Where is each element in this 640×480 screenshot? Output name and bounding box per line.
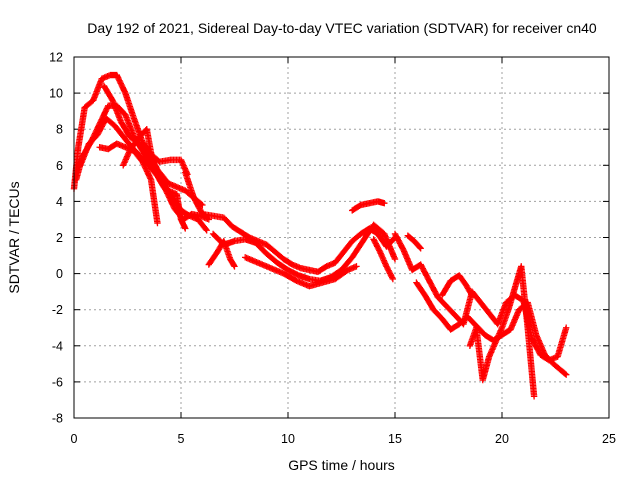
y-tick-label: -6 bbox=[52, 375, 63, 389]
y-tick-label: -8 bbox=[52, 412, 63, 426]
y-tick-label: 2 bbox=[56, 231, 63, 245]
y-tick-label: 6 bbox=[56, 159, 63, 173]
plus-markers bbox=[349, 198, 388, 214]
x-tick-label: 20 bbox=[495, 432, 509, 446]
series-track-12 bbox=[370, 236, 397, 283]
x-axis-label: GPS time / hours bbox=[288, 457, 395, 473]
x-tick-label: 15 bbox=[388, 432, 402, 446]
data-points bbox=[70, 71, 570, 400]
plus-markers bbox=[242, 254, 360, 290]
y-tick-label: -4 bbox=[52, 339, 63, 353]
x-tick-label: 5 bbox=[178, 432, 185, 446]
series-track-11 bbox=[349, 198, 388, 214]
y-tick-label: 12 bbox=[49, 51, 63, 65]
series-track-17 bbox=[404, 232, 424, 252]
y-tick-label: 0 bbox=[56, 267, 63, 281]
series-track-7 bbox=[182, 169, 399, 275]
x-tick-labels: 0 5 10 15 20 25 bbox=[71, 432, 616, 446]
series-track-5 bbox=[96, 140, 161, 227]
series-track-15 bbox=[466, 263, 538, 400]
y-tick-label: -2 bbox=[52, 303, 63, 317]
x-tick-label: 10 bbox=[281, 432, 295, 446]
plus-markers bbox=[438, 272, 476, 299]
plus-markers bbox=[96, 140, 161, 227]
plus-markers bbox=[205, 237, 238, 270]
chart-title: Day 192 of 2021, Sidereal Day-to-day VTE… bbox=[87, 20, 597, 36]
plot-frame bbox=[73, 56, 610, 419]
y-tick-label: 8 bbox=[56, 123, 63, 137]
y-tick-label: 10 bbox=[49, 87, 63, 101]
plus-markers bbox=[404, 232, 424, 252]
plus-markers bbox=[120, 126, 189, 232]
plus-markers bbox=[182, 169, 399, 275]
series-track-10 bbox=[205, 237, 238, 270]
x-tick-label: 0 bbox=[71, 432, 78, 446]
series-track-9 bbox=[242, 254, 360, 290]
y-tick-label: 4 bbox=[56, 195, 63, 209]
y-axis-label: SDTVAR / TECUs bbox=[6, 181, 22, 293]
series-track-6 bbox=[120, 126, 189, 232]
x-tick-label: 25 bbox=[602, 432, 616, 446]
y-tick-labels: -8 -6 -4 -2 0 2 4 6 8 10 12 bbox=[49, 51, 63, 426]
plus-markers bbox=[370, 236, 397, 283]
series-track-16 bbox=[438, 272, 476, 299]
plus-markers bbox=[466, 263, 538, 400]
